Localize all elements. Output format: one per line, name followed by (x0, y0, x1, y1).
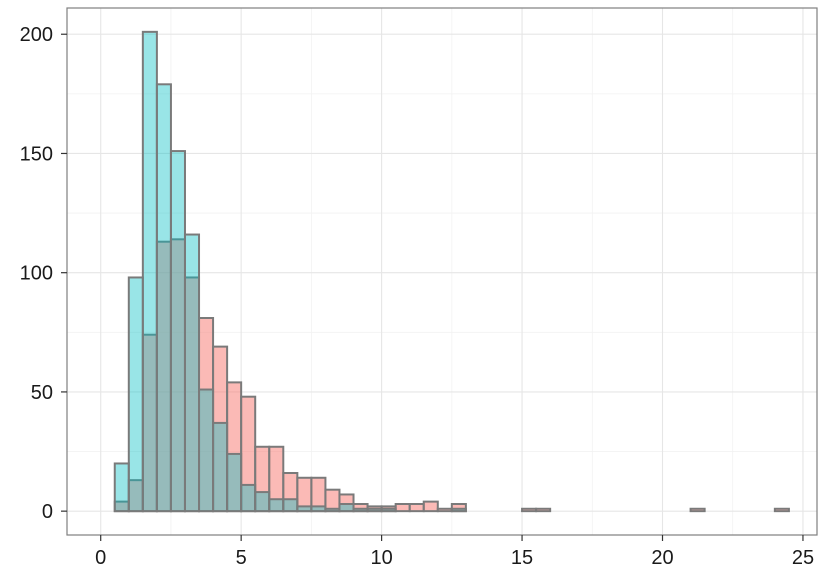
histogram-bar (408, 503, 425, 513)
minor-gridlines (67, 8, 817, 535)
histogram-bar (127, 276, 144, 513)
histogram-bars (113, 30, 790, 513)
histogram-bar (254, 491, 271, 513)
histogram-bar (380, 507, 397, 513)
y-axis: 0 50 100 150 200 (20, 24, 67, 523)
histogram-bar (226, 452, 243, 513)
histogram-bar (352, 507, 369, 513)
y-tick-label: 200 (20, 24, 53, 46)
histogram-bar (450, 507, 467, 513)
histogram-bar (296, 505, 313, 513)
y-tick-label: 150 (20, 143, 53, 165)
histogram-bar (198, 388, 215, 513)
x-tick-label: 20 (651, 547, 673, 569)
histogram-bar (310, 505, 327, 513)
histogram-bar (422, 500, 439, 513)
x-tick-label: 15 (511, 547, 533, 569)
y-tick-label: 100 (20, 263, 53, 285)
x-tick-label: 25 (792, 547, 814, 569)
histogram-bar (155, 83, 172, 513)
histogram-bar (689, 507, 706, 513)
histogram-bar (169, 150, 186, 513)
histogram-bar (324, 507, 341, 513)
histogram-bar (141, 30, 158, 513)
histogram-bar (773, 507, 790, 513)
x-axis: 0 5 10 15 20 25 (95, 535, 814, 569)
y-tick-label: 0 (42, 501, 53, 523)
x-tick-label: 0 (95, 547, 106, 569)
histogram-bar (268, 498, 285, 513)
histogram-bar (366, 507, 383, 513)
histogram-bar (212, 421, 229, 513)
x-tick-label: 10 (370, 547, 392, 569)
histogram-bar (436, 507, 453, 513)
histogram-bar (282, 498, 299, 513)
panel-border (66, 7, 818, 536)
y-tick-label: 50 (31, 382, 53, 404)
x-tick-label: 5 (236, 547, 247, 569)
histogram-bar (394, 503, 411, 513)
histogram-bar (338, 503, 355, 513)
series-1-bars (113, 30, 467, 513)
histogram-bar (535, 507, 552, 513)
histogram-bar (113, 462, 130, 513)
histogram-bar (521, 507, 538, 513)
histogram-bar (183, 233, 201, 513)
histogram-bar (240, 483, 257, 513)
